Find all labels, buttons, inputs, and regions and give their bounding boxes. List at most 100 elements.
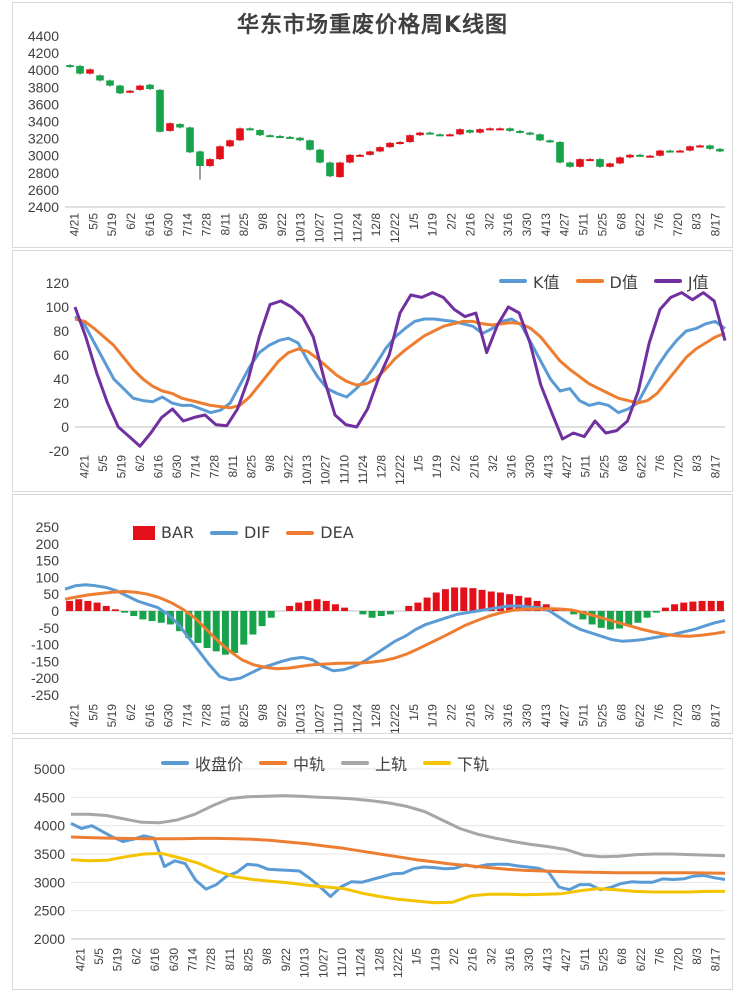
boll-xtick: 5/19 [111, 948, 125, 972]
candle-body [686, 146, 694, 151]
kdj-xtick: 12/8 [374, 455, 388, 479]
macd-xtick: 3/30 [520, 704, 534, 728]
kdj-xtick: 11/10 [337, 455, 351, 484]
macd-bar [331, 604, 339, 611]
kline-xtick: 7/20 [671, 213, 685, 237]
boll-xtick: 5/5 [92, 948, 106, 965]
candle-body [96, 75, 104, 81]
macd-bar [386, 611, 394, 615]
macd-bar [304, 600, 312, 611]
macd-bar [597, 611, 605, 628]
candle-body [386, 142, 394, 148]
kdj-xtick: 6/30 [170, 455, 184, 479]
legend-dif: DIF [210, 523, 270, 542]
macd-xtick: 5/11 [577, 704, 591, 727]
legend-close-label: 收盘价 [195, 755, 244, 774]
macd-bar [240, 611, 248, 645]
macd-xtick: 3/16 [501, 704, 515, 728]
boll-xtick: 7/6 [653, 948, 667, 965]
legend-lower: 下轨 [423, 751, 489, 775]
candle-body [506, 128, 514, 131]
macd-bar [295, 602, 303, 611]
macd-bar [66, 600, 74, 611]
kline-xtick: 6/8 [614, 213, 628, 230]
macd-bar [130, 611, 138, 617]
kline-xtick: 2/2 [445, 213, 459, 230]
candle-body [576, 159, 584, 167]
macd-xtick: 5/25 [595, 704, 609, 728]
legend-d: D值 [575, 269, 638, 293]
candle-body [406, 135, 414, 143]
macd-bar [368, 611, 376, 618]
macd-bar [716, 600, 724, 611]
legend-mid: 中轨 [259, 751, 325, 775]
macd-xtick: 8/17 [709, 704, 723, 728]
kdj-xtick: 6/16 [152, 455, 166, 479]
macd-bar [533, 600, 541, 611]
kdj-ytick: 100 [46, 299, 70, 315]
macd-xtick: 3/2 [482, 704, 496, 721]
kline-xtick: 5/5 [86, 213, 100, 230]
macd-bar [267, 611, 275, 618]
legend-j-swatch [653, 279, 682, 283]
macd-xtick: 11/24 [350, 704, 364, 733]
kline-ytick: 2400 [28, 199, 59, 215]
macd-bar [634, 611, 642, 623]
legend-upper-label: 上轨 [375, 755, 408, 774]
boll-xtick: 8/11 [223, 948, 237, 971]
candle-body [646, 155, 654, 158]
kline-xtick: 6/16 [143, 213, 157, 237]
candle-body [76, 65, 84, 74]
boll-ytick: 3000 [34, 874, 65, 890]
macd-bar [671, 604, 679, 611]
candle-body [306, 140, 314, 150]
kdj-xtick: 6/2 [133, 455, 147, 472]
boll-chart: 2000 2500 3000 3500 4000 4500 5000 4/21 5/5 5/19 6… [34, 761, 726, 978]
kdj-panel: -20 0 20 40 60 80 100 120 4/21 5/5 5/19 6/2 6/16 6/30… [12, 250, 733, 492]
legend-upper-swatch [341, 761, 370, 765]
macd-bar [148, 611, 156, 622]
macd-xtick: 8/11 [218, 704, 232, 727]
boll-xtick: 11/24 [354, 948, 368, 977]
macd-xtick: 1/19 [426, 704, 440, 728]
kdj-legend: K值 D值 J值 [499, 269, 709, 293]
kdj-xtick: 9/8 [263, 455, 277, 472]
candle-body [326, 162, 334, 177]
candle-body [126, 90, 134, 93]
candle-body [226, 140, 234, 147]
kline-xtick: 8/3 [690, 213, 704, 230]
candle-body [626, 154, 634, 158]
macd-xtick: 1/5 [407, 704, 421, 721]
kline-xtick: 8/25 [237, 213, 251, 237]
boll-xtick: 6/22 [634, 948, 648, 972]
kdj-xtick: 1/19 [430, 455, 444, 479]
candle-body [246, 128, 254, 131]
legend-j-label: J值 [687, 273, 709, 292]
macd-bar [616, 611, 624, 629]
macd-bar [506, 594, 514, 611]
legend-lower-label: 下轨 [457, 755, 490, 774]
macd-bar [121, 611, 129, 613]
macd-xtick: 7/14 [181, 704, 195, 728]
macd-bar [322, 600, 330, 611]
boll-xtick: 8/3 [690, 948, 704, 965]
candle-body [546, 140, 554, 143]
kline-xtick: 11/24 [350, 213, 364, 242]
macd-bar [93, 602, 101, 611]
boll-xtick: 3/16 [503, 948, 517, 972]
macd-bar [643, 611, 651, 618]
macd-bar [185, 611, 193, 638]
kline-xtick: 3/16 [501, 213, 515, 237]
boll-xtick: 9/8 [260, 948, 274, 965]
legend-j: J值 [653, 269, 709, 293]
candle-body [376, 147, 384, 152]
macd-bar [212, 611, 220, 652]
kline-ytick: 2600 [28, 182, 59, 198]
boll-xtick: 2/2 [447, 948, 461, 965]
macd-ytick: 50 [43, 586, 59, 602]
boll-xtick: 8/25 [242, 948, 256, 972]
macd-xtick: 5/5 [86, 704, 100, 721]
macd-bar [524, 597, 532, 611]
